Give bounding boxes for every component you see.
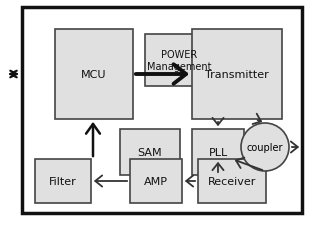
Text: PLL: PLL	[208, 147, 228, 157]
Text: Filter: Filter	[49, 176, 77, 186]
Circle shape	[241, 123, 289, 171]
Text: SAM: SAM	[138, 147, 162, 157]
Bar	[130, 159, 182, 203]
Text: POWER
Management: POWER Management	[147, 50, 211, 72]
Bar	[145, 35, 213, 87]
Text: MCU: MCU	[81, 70, 107, 80]
Bar	[55, 30, 133, 119]
Text: Transmitter: Transmitter	[205, 70, 269, 80]
Bar	[192, 30, 282, 119]
Bar	[192, 129, 244, 175]
Text: Receiver: Receiver	[208, 176, 256, 186]
Bar	[120, 129, 180, 175]
Bar	[198, 159, 266, 203]
Bar	[22, 8, 302, 213]
Text: AMP: AMP	[144, 176, 168, 186]
Text: coupler: coupler	[247, 142, 283, 152]
Bar	[35, 159, 91, 203]
